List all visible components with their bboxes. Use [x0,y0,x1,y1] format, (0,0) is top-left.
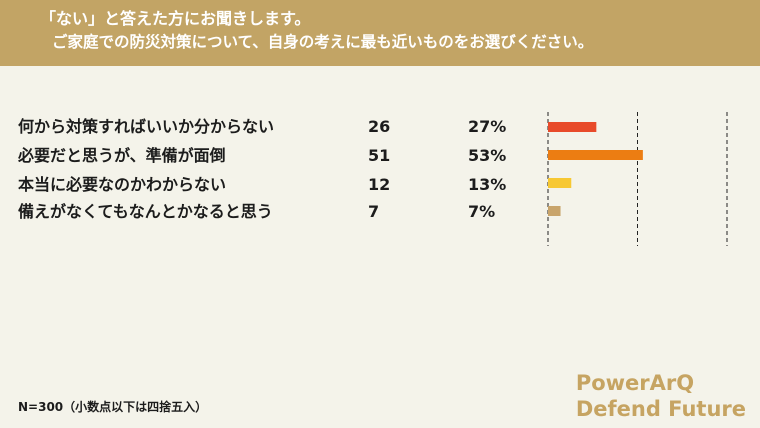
table-row: 備えがなくてもなんとかなると思う 7 7% [0,201,760,223]
question-line-1: 「ない」と答えた方にお聞きします。 [40,9,311,28]
brand-line-2: Defend Future [575,397,746,421]
count-value: 51 [368,146,391,165]
percent-label: 7% [468,202,496,221]
count-value: 7 [368,202,380,221]
category-label: 本当に必要なのかわからない [18,175,227,194]
percent-label: 13% [468,175,507,194]
table-row: 何から対策すればいいか分からない 26 27% [0,116,760,138]
header-banner: 「ない」と答えた方にお聞きします。 ご家庭での防災対策について、自身の考えに最も… [0,0,760,66]
sample-note: N=300（小数点以下は四捨五入） [18,400,208,414]
percent-label: 27% [468,117,507,136]
count-value: 26 [368,117,391,136]
brand-logo: PowerArQ Defend Future [576,370,746,422]
brand-line-1: PowerArQ [575,371,695,395]
percent-label: 53% [468,146,507,165]
count-value: 12 [368,175,391,194]
category-label: 必要だと思うが、準備が面倒 [18,146,226,165]
category-label: 何から対策すればいいか分からない [18,117,275,136]
table-row: 必要だと思うが、準備が面倒 51 53% [0,145,760,167]
bar [548,150,643,160]
bar [548,122,597,132]
question-line-2: ご家庭での防災対策について、自身の考えに最も近いものをお選びください。 [52,33,594,51]
bar [548,178,572,188]
table-row: 本当に必要なのかわからない 12 13% [0,174,760,196]
category-label: 備えがなくてもなんとかなると思う [18,202,273,221]
bar [548,206,561,216]
